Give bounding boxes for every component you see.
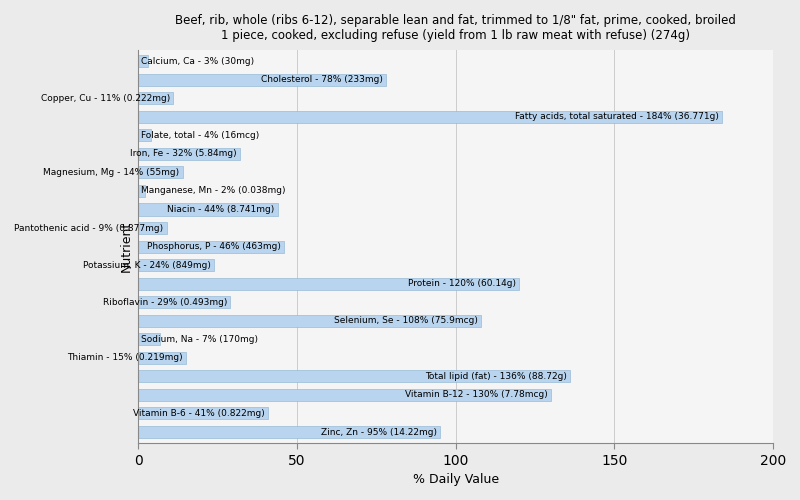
Bar	[138, 222, 166, 234]
Bar	[138, 92, 173, 104]
Text: Cholesterol - 78% (233mg): Cholesterol - 78% (233mg)	[261, 75, 382, 84]
Text: Zinc, Zn - 95% (14.22mg): Zinc, Zn - 95% (14.22mg)	[321, 428, 437, 436]
Title: Beef, rib, whole (ribs 6-12), separable lean and fat, trimmed to 1/8" fat, prime: Beef, rib, whole (ribs 6-12), separable …	[175, 14, 736, 42]
Bar	[138, 110, 722, 123]
Bar	[138, 426, 440, 438]
Text: Fatty acids, total saturated - 184% (36.771g): Fatty acids, total saturated - 184% (36.…	[515, 112, 719, 122]
Text: Iron, Fe - 32% (5.84mg): Iron, Fe - 32% (5.84mg)	[130, 150, 237, 158]
Bar	[138, 334, 161, 345]
Text: Manganese, Mn - 2% (0.038mg): Manganese, Mn - 2% (0.038mg)	[142, 186, 286, 196]
Bar	[138, 130, 151, 141]
Text: Selenium, Se - 108% (75.9mcg): Selenium, Se - 108% (75.9mcg)	[334, 316, 478, 325]
Text: Total lipid (fat) - 136% (88.72g): Total lipid (fat) - 136% (88.72g)	[425, 372, 566, 381]
Bar	[138, 314, 481, 327]
Text: Thiamin - 15% (0.219mg): Thiamin - 15% (0.219mg)	[67, 354, 182, 362]
Bar	[138, 370, 570, 382]
Bar	[138, 166, 182, 178]
Y-axis label: Nutrient: Nutrient	[120, 221, 133, 272]
Text: Sodium, Na - 7% (170mg): Sodium, Na - 7% (170mg)	[142, 335, 258, 344]
Text: Calcium, Ca - 3% (30mg): Calcium, Ca - 3% (30mg)	[142, 56, 254, 66]
Bar	[138, 55, 148, 67]
Bar	[138, 185, 145, 197]
Bar	[138, 389, 551, 401]
Text: Potassium, K - 24% (849mg): Potassium, K - 24% (849mg)	[83, 260, 211, 270]
Text: Riboflavin - 29% (0.493mg): Riboflavin - 29% (0.493mg)	[102, 298, 227, 306]
Bar	[138, 74, 386, 86]
Text: Copper, Cu - 11% (0.222mg): Copper, Cu - 11% (0.222mg)	[41, 94, 170, 102]
Bar	[138, 278, 519, 289]
Bar	[138, 296, 230, 308]
X-axis label: % Daily Value: % Daily Value	[413, 473, 498, 486]
Text: Magnesium, Mg - 14% (55mg): Magnesium, Mg - 14% (55mg)	[43, 168, 179, 177]
Bar	[138, 148, 240, 160]
Text: Vitamin B-6 - 41% (0.822mg): Vitamin B-6 - 41% (0.822mg)	[134, 409, 265, 418]
Text: Folate, total - 4% (16mcg): Folate, total - 4% (16mcg)	[142, 131, 260, 140]
Text: Vitamin B-12 - 130% (7.78mcg): Vitamin B-12 - 130% (7.78mcg)	[405, 390, 548, 400]
Bar	[138, 408, 268, 420]
Bar	[138, 352, 186, 364]
Text: Pantothenic acid - 9% (0.877mg): Pantothenic acid - 9% (0.877mg)	[14, 224, 164, 232]
Bar	[138, 240, 284, 252]
Text: Protein - 120% (60.14g): Protein - 120% (60.14g)	[408, 279, 516, 288]
Bar	[138, 259, 214, 271]
Text: Niacin - 44% (8.741mg): Niacin - 44% (8.741mg)	[167, 205, 274, 214]
Text: Phosphorus, P - 46% (463mg): Phosphorus, P - 46% (463mg)	[147, 242, 281, 251]
Bar	[138, 204, 278, 216]
